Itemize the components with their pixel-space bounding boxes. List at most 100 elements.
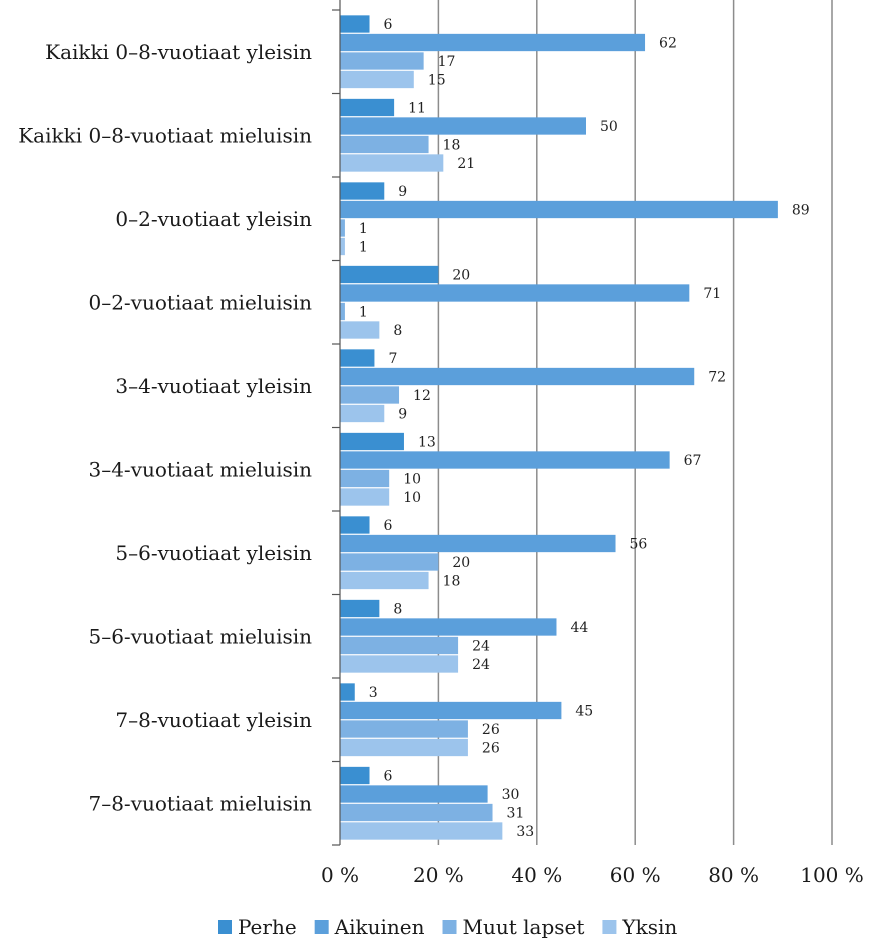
bar-perhe-2 xyxy=(340,182,385,200)
legend: Perhe Aikuinen Muut lapset Yksin xyxy=(218,915,677,939)
x-tick-label: 60 % xyxy=(610,863,661,887)
category-labels: Kaikki 0–8-vuotiaat yleisin Kaikki 0–8-vu… xyxy=(18,40,312,816)
data-label: 8 xyxy=(393,323,402,339)
bar-yksin-4 xyxy=(340,404,385,423)
category-label: 0–2-vuotiaat mieluisin xyxy=(88,290,312,314)
bar-yksin-0 xyxy=(340,70,414,89)
data-label: 44 xyxy=(570,620,588,636)
data-label: 6 xyxy=(384,769,393,785)
legend-label: Yksin xyxy=(621,915,677,939)
data-label: 12 xyxy=(413,388,431,404)
category-label: 7–8-vuotiaat yleisin xyxy=(115,708,312,732)
bar-muut-lapset-9 xyxy=(340,803,493,822)
x-tick-label: 40 % xyxy=(511,863,562,887)
bar-perhe-1 xyxy=(340,98,395,117)
bar-aikuinen-5 xyxy=(340,451,670,469)
bar-aikuinen-7 xyxy=(340,618,557,636)
category-label: 0–2-vuotiaat yleisin xyxy=(115,207,312,231)
bar-yksin-6 xyxy=(340,571,429,590)
bar-perhe-7 xyxy=(340,599,380,618)
bar-yksin-2 xyxy=(340,237,345,256)
bar-perhe-5 xyxy=(340,432,404,451)
bar-muut-lapset-6 xyxy=(340,553,439,571)
data-label: 24 xyxy=(472,657,490,673)
axes xyxy=(332,0,341,846)
bars xyxy=(340,15,778,840)
data-label: 10 xyxy=(403,472,421,488)
bar-yksin-7 xyxy=(340,655,459,673)
data-label: 13 xyxy=(418,435,436,451)
legend-swatch-yksin xyxy=(602,920,617,934)
data-label: 62 xyxy=(659,36,677,52)
data-label: 21 xyxy=(457,156,475,172)
x-tick-labels: 0 % 20 % 40 % 60 % 80 % 100 % xyxy=(321,863,864,887)
category-label: Kaikki 0–8-vuotiaat yleisin xyxy=(45,40,312,64)
data-label: 1 xyxy=(359,305,368,321)
bar-perhe-9 xyxy=(340,766,370,785)
data-label: 6 xyxy=(384,518,393,534)
bar-muut-lapset-3 xyxy=(340,302,345,321)
data-label: 50 xyxy=(600,119,618,135)
data-label: 6 xyxy=(384,17,393,33)
data-label: 9 xyxy=(398,184,407,200)
data-label: 89 xyxy=(792,203,810,219)
legend-swatch-perhe xyxy=(218,920,232,934)
x-tick-label: 80 % xyxy=(708,863,759,887)
bar-yksin-8 xyxy=(340,738,468,757)
x-tick-label: 0 % xyxy=(321,863,359,887)
legend-label: Aikuinen xyxy=(334,915,425,939)
data-label: 72 xyxy=(708,370,726,386)
bar-yksin-9 xyxy=(340,822,503,840)
bar-yksin-3 xyxy=(340,321,380,339)
bar-aikuinen-0 xyxy=(340,33,646,52)
x-tick-label: 100 % xyxy=(800,863,864,887)
data-label: 24 xyxy=(472,639,490,655)
data-label: 33 xyxy=(516,824,534,840)
category-label: 3–4-vuotiaat yleisin xyxy=(115,374,312,398)
data-label: 20 xyxy=(452,555,470,571)
data-label: 45 xyxy=(575,704,593,720)
category-label: 7–8-vuotiaat mieluisin xyxy=(88,791,312,815)
bar-perhe-4 xyxy=(340,349,375,367)
bar-aikuinen-9 xyxy=(340,785,488,803)
bar-muut-lapset-0 xyxy=(340,52,424,70)
legend-swatch-muut-lapset xyxy=(442,920,457,934)
data-label: 67 xyxy=(684,453,702,469)
data-label: 26 xyxy=(482,722,500,738)
data-labels: 6621715115018219891120711877212913671010… xyxy=(359,17,810,840)
bar-perhe-3 xyxy=(340,265,439,284)
category-label: Kaikki 0–8-vuotiaat mieluisin xyxy=(18,123,312,147)
bar-perhe-6 xyxy=(340,516,370,534)
bar-aikuinen-3 xyxy=(340,284,690,302)
bar-aikuinen-6 xyxy=(340,534,616,553)
bar-aikuinen-2 xyxy=(340,200,778,219)
data-label: 11 xyxy=(408,101,426,117)
data-label: 1 xyxy=(359,221,368,237)
data-label: 18 xyxy=(443,138,461,154)
data-label: 56 xyxy=(630,537,648,553)
data-label: 10 xyxy=(403,490,421,506)
data-label: 3 xyxy=(369,685,378,701)
category-label: 5–6-vuotiaat mieluisin xyxy=(88,624,312,648)
bar-aikuinen-1 xyxy=(340,117,586,135)
bar-muut-lapset-8 xyxy=(340,720,468,738)
data-label: 31 xyxy=(507,806,525,822)
bar-muut-lapset-1 xyxy=(340,135,429,154)
data-label: 1 xyxy=(359,240,368,256)
bar-muut-lapset-2 xyxy=(340,219,345,237)
bar-muut-lapset-5 xyxy=(340,469,390,488)
x-tick-label: 20 % xyxy=(413,863,464,887)
data-label: 17 xyxy=(438,54,456,70)
legend-label: Perhe xyxy=(238,915,297,939)
data-label: 30 xyxy=(502,787,520,803)
bar-yksin-5 xyxy=(340,488,390,506)
data-label: 71 xyxy=(703,286,721,302)
data-label: 26 xyxy=(482,741,500,757)
bar-muut-lapset-4 xyxy=(340,386,400,404)
legend-label: Muut lapset xyxy=(463,915,585,939)
data-label: 8 xyxy=(393,602,402,618)
bar-aikuinen-4 xyxy=(340,367,695,386)
category-label: 5–6-vuotiaat yleisin xyxy=(115,541,312,565)
data-label: 7 xyxy=(388,351,397,367)
